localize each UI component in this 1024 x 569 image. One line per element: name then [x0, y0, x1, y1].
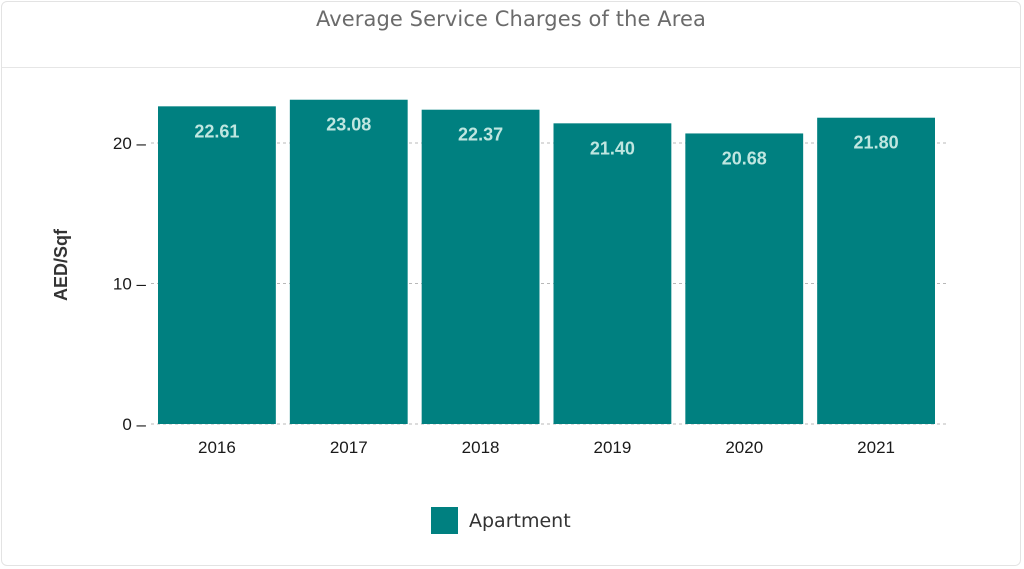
- gridlines: [151, 142, 948, 425]
- legend[interactable]: Apartment: [431, 507, 571, 534]
- bar-2020[interactable]: [685, 133, 804, 425]
- data-label-2021: 21.80: [854, 133, 899, 153]
- x-tick-label-2016: 2016: [198, 438, 236, 457]
- chart-title: Average Service Charges of the Area: [315, 7, 707, 31]
- bar-2019[interactable]: [553, 123, 672, 424]
- data-label-2020: 20.68: [722, 148, 767, 168]
- data-label-2017: 23.08: [326, 115, 371, 135]
- bar-2016[interactable]: [158, 106, 276, 424]
- x-tick-label-2017: 2017: [330, 438, 368, 457]
- legend-swatch-apartment: [431, 507, 458, 534]
- bar-2017[interactable]: [289, 99, 408, 424]
- axes: AED/Sqf 0 – 10 – 20 – 2016 2017 2018 2019 2020 2…: [51, 134, 895, 457]
- x-tick-label-2019: 2019: [594, 438, 632, 457]
- chart-header: Average Service Charges of the Area: [2, 2, 1020, 68]
- bar-2018[interactable]: [421, 109, 540, 424]
- legend-label-apartment: Apartment: [469, 509, 571, 532]
- data-label-2018: 22.37: [458, 125, 503, 145]
- x-tick-label-2020: 2020: [725, 438, 763, 457]
- bars: 22.61 23.08 22.37 21.40 20.68 21.80: [158, 99, 935, 425]
- y-tick-label: 10 –: [113, 275, 147, 294]
- data-label-2016: 22.61: [194, 121, 239, 141]
- y-axis-title: AED/Sqf: [51, 228, 71, 301]
- data-label-2019: 21.40: [590, 138, 635, 158]
- bar-2021[interactable]: [817, 117, 935, 425]
- y-tick-label: 20 –: [113, 134, 147, 153]
- y-tick-label: 0 –: [122, 415, 146, 434]
- x-tick-label-2021: 2021: [857, 438, 895, 457]
- x-tick-label-2018: 2018: [462, 438, 500, 457]
